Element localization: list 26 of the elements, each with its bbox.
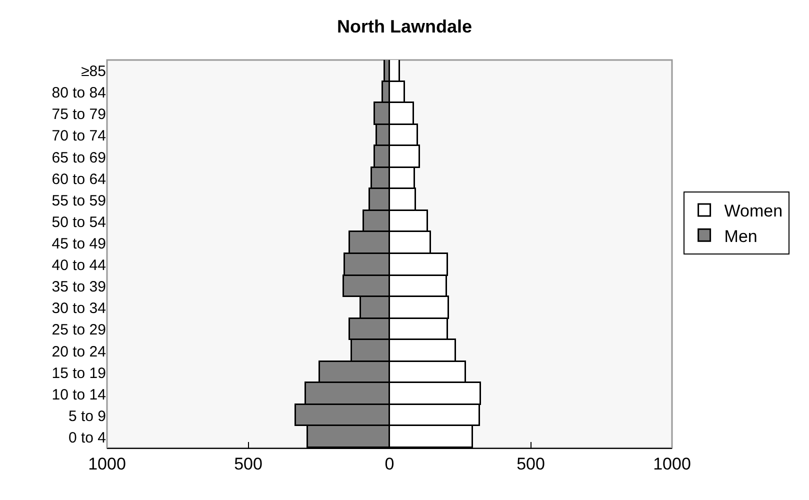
y-tick-label: 70 to 74 [52,128,106,145]
legend-label: Men [724,226,758,246]
x-tick-label: 500 [516,454,545,474]
y-tick-label: 45 to 49 [52,235,106,252]
x-tick-label: 500 [234,454,262,474]
y-tick-label: ≥85 [81,63,106,80]
x-tick-label: 0 [384,454,394,474]
y-tick-label: 50 to 54 [52,214,106,231]
y-tick-label: 15 to 19 [52,364,106,382]
y-tick-label: 5 to 9 [68,408,106,425]
y-tick-label: 35 to 39 [52,278,106,296]
y-tick-label: 75 to 79 [52,106,106,124]
y-tick-label: 80 to 84 [52,84,106,102]
y-tick-label: 0 to 4 [68,429,106,446]
y-tick-label: 25 to 29 [52,322,106,339]
y-tick-label: 60 to 64 [52,170,106,188]
y-tick-label: 30 to 34 [52,300,106,318]
x-tick-label: 1000 [88,454,126,474]
y-tick-label: 20 to 24 [52,343,106,360]
y-tick-label: 10 to 14 [52,386,106,404]
x-tick-label: 1000 [653,454,691,474]
y-tick-label: 55 to 59 [52,192,106,210]
y-tick-label: 40 to 44 [52,257,106,274]
chart-title: North Lawndale [336,16,472,37]
legend-label: Women [724,202,783,221]
y-tick-label: 65 to 69 [52,149,106,166]
